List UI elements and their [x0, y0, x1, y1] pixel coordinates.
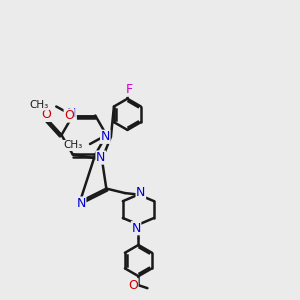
Text: N: N	[100, 130, 110, 143]
Text: O: O	[42, 108, 51, 122]
Text: N: N	[136, 186, 146, 199]
Text: O: O	[64, 109, 74, 122]
Text: N: N	[96, 151, 105, 164]
Text: N: N	[67, 107, 76, 120]
Text: F: F	[125, 83, 133, 96]
Text: CH₃: CH₃	[29, 100, 49, 110]
Text: N: N	[131, 222, 141, 235]
Text: N: N	[76, 197, 86, 210]
Text: CH₃: CH₃	[63, 140, 82, 151]
Text: O: O	[128, 279, 138, 292]
